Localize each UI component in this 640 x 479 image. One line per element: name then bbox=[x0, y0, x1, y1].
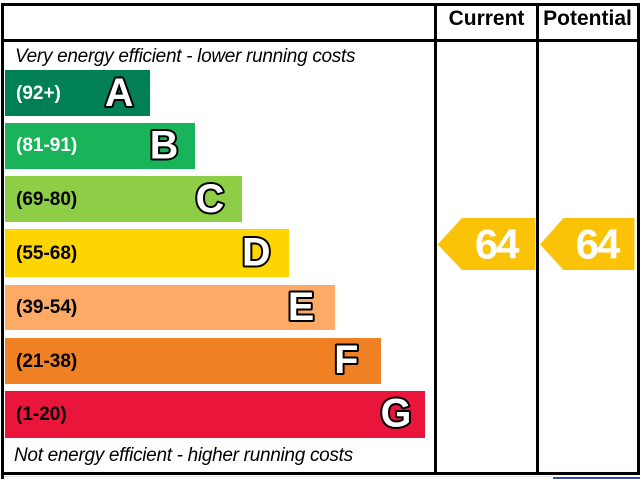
svg-text:E: E bbox=[288, 285, 314, 329]
svg-text:F: F bbox=[334, 338, 358, 382]
svg-text:D: D bbox=[242, 231, 271, 275]
svg-text:B: B bbox=[150, 123, 179, 167]
svg-text:G: G bbox=[381, 392, 412, 436]
svg-text:C: C bbox=[196, 177, 225, 221]
svg-text:64: 64 bbox=[576, 220, 621, 267]
svg-text:64: 64 bbox=[475, 220, 520, 267]
svg-text:A: A bbox=[105, 71, 134, 115]
